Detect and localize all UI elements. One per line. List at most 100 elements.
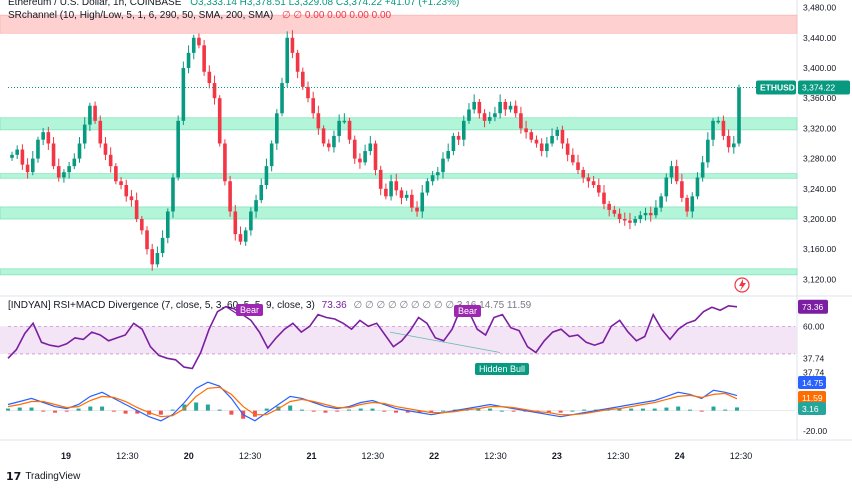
candle-body bbox=[513, 105, 518, 114]
candle-body bbox=[576, 162, 580, 170]
candle-body bbox=[316, 113, 321, 129]
candle-body bbox=[311, 98, 315, 114]
macd-histogram-bar bbox=[182, 404, 187, 411]
candle-body bbox=[529, 132, 534, 140]
candle-body bbox=[617, 213, 622, 220]
macd-histogram-bar bbox=[229, 410, 234, 415]
macd-tag: 3.16 bbox=[802, 404, 819, 414]
candle-body bbox=[394, 181, 399, 191]
candle-body bbox=[20, 149, 25, 165]
candle-body bbox=[415, 207, 419, 212]
macd-histogram-bar bbox=[29, 407, 34, 411]
candle-body bbox=[602, 192, 606, 204]
macd-histogram-bar bbox=[88, 406, 93, 411]
macd-histogram-bar bbox=[417, 410, 422, 413]
candle-body bbox=[332, 135, 336, 148]
candle-body bbox=[46, 132, 51, 144]
macd-histogram-bar bbox=[711, 406, 716, 411]
macd-histogram-bar bbox=[158, 410, 163, 415]
candle-body bbox=[503, 101, 508, 110]
macd-histogram-bar bbox=[687, 409, 692, 411]
candle-body bbox=[223, 143, 227, 182]
candle-body bbox=[171, 177, 175, 212]
macd-histogram-bar bbox=[323, 410, 328, 413]
candle-body bbox=[441, 158, 445, 173]
candle-body bbox=[368, 143, 373, 152]
candle-body bbox=[378, 169, 383, 189]
price-tick-label: 3,320.00 bbox=[803, 123, 836, 133]
ohlc-values: O3,333.14 H3,378.51 L3,329.08 C3,374.22 … bbox=[190, 0, 460, 8]
candle-body bbox=[622, 219, 627, 221]
macd-histogram-bar bbox=[405, 410, 410, 413]
hidden-bull-label: Hidden Bull bbox=[475, 363, 530, 375]
candle-body bbox=[326, 143, 331, 148]
symbol-line: Ethereum / U.S. Dollar, 1h, COINBASE bbox=[8, 0, 182, 8]
candle-body bbox=[347, 120, 352, 140]
candle-body bbox=[659, 196, 663, 208]
price-tick-label: 3,400.00 bbox=[803, 63, 836, 73]
price-tick-label: 3,120.00 bbox=[803, 274, 836, 284]
macd-histogram-bar bbox=[170, 409, 175, 411]
candle-body bbox=[477, 101, 482, 114]
candle-body bbox=[586, 177, 591, 182]
candle-body bbox=[524, 128, 528, 133]
candle-body bbox=[404, 194, 409, 198]
price-tick-label: 3,160.00 bbox=[803, 244, 836, 254]
rsi-tag-bg bbox=[798, 299, 828, 314]
macd-histogram-bar bbox=[6, 408, 10, 411]
candle-body bbox=[648, 212, 653, 216]
candle-body bbox=[508, 105, 513, 110]
hidden-bull-line bbox=[389, 331, 501, 353]
footer: 𝟭𝟳 TradingView bbox=[6, 470, 80, 483]
macd-histogram-bar bbox=[488, 408, 493, 411]
candle-body bbox=[384, 188, 388, 197]
candle-body bbox=[165, 211, 170, 238]
macd-histogram-bar bbox=[194, 402, 199, 411]
candle-body bbox=[212, 83, 217, 99]
price-tick-label: 3,280.00 bbox=[803, 154, 836, 164]
candle-body bbox=[295, 52, 300, 72]
candle-body bbox=[306, 86, 310, 99]
candle-body bbox=[565, 143, 570, 155]
candle-body bbox=[638, 215, 643, 220]
candle-body bbox=[654, 207, 658, 216]
price-tick-label: 3,480.00 bbox=[803, 3, 836, 13]
candle-body bbox=[493, 113, 497, 118]
candle-body bbox=[363, 151, 367, 163]
candle-body bbox=[124, 185, 129, 197]
resistance-zone-0 bbox=[0, 14, 798, 34]
candle-body bbox=[41, 132, 45, 140]
candle-body bbox=[275, 113, 279, 144]
time-tick-label: 19 bbox=[61, 451, 71, 461]
candle-body bbox=[150, 249, 155, 265]
candle-body bbox=[399, 190, 404, 198]
macd-tag: 11.59 bbox=[802, 393, 823, 403]
candle-body bbox=[15, 149, 19, 155]
macd-histogram-bar bbox=[288, 405, 293, 411]
macd-histogram-bar bbox=[41, 410, 46, 412]
flash-icon-bolt bbox=[739, 279, 746, 291]
candle-body bbox=[389, 181, 393, 197]
candle-body bbox=[461, 120, 466, 140]
candle-body bbox=[301, 71, 305, 87]
macd-histogram-bar bbox=[17, 407, 22, 411]
indicator-legend: [INDYAN] RSI+MACD Divergence (7, close, … bbox=[8, 300, 531, 311]
support-zone-1 bbox=[0, 117, 798, 131]
candle-body bbox=[690, 196, 695, 212]
time-tick-label: 24 bbox=[675, 451, 685, 461]
macd-histogram-bar bbox=[64, 410, 69, 412]
candle-body bbox=[628, 220, 632, 223]
candle-body bbox=[607, 203, 611, 210]
candle-body bbox=[290, 37, 295, 53]
support-zone-3 bbox=[0, 206, 798, 220]
candle-body bbox=[669, 166, 674, 178]
macd-histogram-bar bbox=[652, 408, 657, 411]
macd-histogram-bar bbox=[570, 410, 575, 412]
candle-body bbox=[732, 143, 736, 148]
macd-histogram-bar bbox=[252, 410, 257, 417]
candle-body bbox=[264, 166, 269, 186]
bear-divergence-line-1 bbox=[225, 306, 237, 314]
price-tick-label: 3,440.00 bbox=[803, 33, 836, 43]
